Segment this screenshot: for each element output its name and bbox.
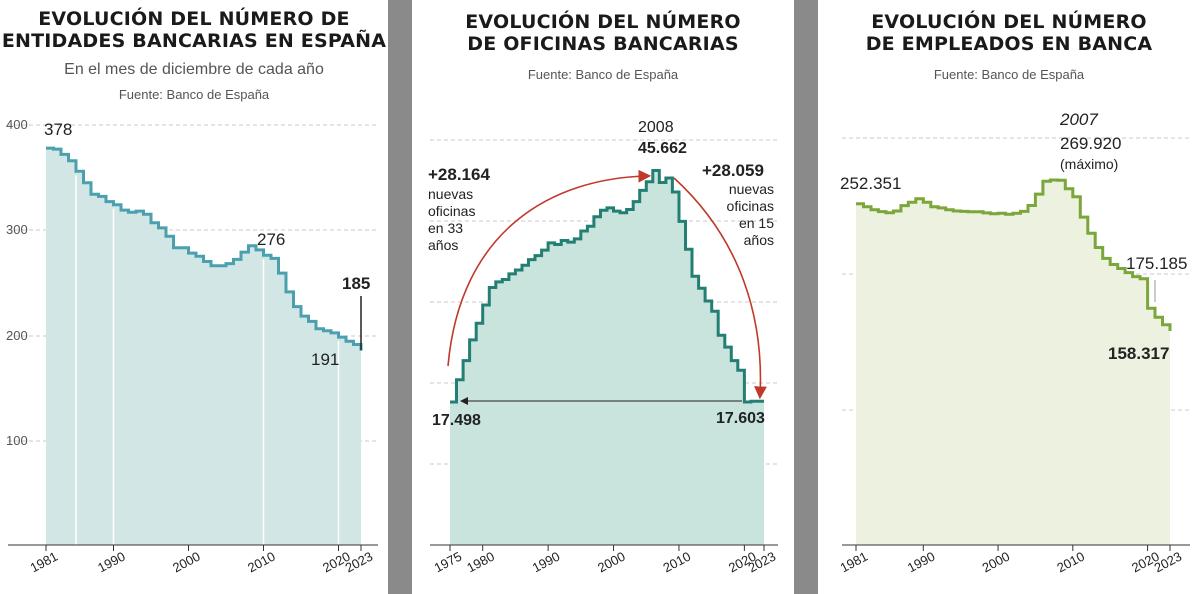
text-line: años [428, 237, 459, 253]
text-line: nuevas [728, 181, 774, 197]
label-value-175185: 175.185 [1126, 254, 1188, 273]
label-peak-value: 269.920 [1060, 134, 1122, 153]
text-line: años [743, 232, 774, 248]
y-tick-300: 300 [6, 222, 28, 237]
text-line: en 33 [428, 220, 464, 236]
label-value-191: 191 [311, 350, 340, 369]
text-line: oficinas [726, 198, 774, 214]
chart-source: Fuente: Banco de España [933, 67, 1085, 82]
x-tick-label: 2010 [245, 549, 278, 576]
label-value-158317: 158.317 [1108, 344, 1170, 363]
title-line-2: DE OFICINAS BANCARIAS [467, 33, 739, 55]
series-line [856, 178, 1172, 331]
label-increase-value: +28.164 [428, 165, 490, 184]
x-tick-label: 1990 [95, 549, 128, 576]
label-decrease-value: +28.059 [702, 161, 764, 180]
label-decrease-text: nuevas oficinas en 15 años [727, 181, 774, 249]
x-tick-label: 2010 [661, 549, 694, 576]
x-tick-label: 1990 [530, 549, 563, 576]
x-tick-label: 1980 [464, 549, 497, 576]
series-line [46, 146, 363, 351]
label-start-value: 17.498 [432, 412, 481, 429]
label-end-value: 17.603 [716, 410, 765, 427]
label-increase-text: nuevas oficinas en 33 años [428, 186, 475, 254]
y-tick-labels: 400 300 200 100 [6, 117, 28, 448]
label-value-252351: 252.351 [840, 174, 902, 193]
x-tick-label: 2000 [980, 549, 1013, 576]
chart-title: EVOLUCIÓN DEL NÚMERO DE ENTIDADES BANCAR… [0, 8, 388, 52]
area-fill [46, 148, 361, 545]
title-line-1: EVOLUCIÓN DEL NÚMERO [465, 11, 741, 33]
title-line-2: DE EMPLEADOS EN BANCA [865, 33, 1153, 55]
x-tick-label: 2010 [1054, 549, 1087, 576]
text-line: nuevas [428, 186, 474, 202]
label-peak-value: 45.662 [638, 140, 687, 157]
panel-entidades: EVOLUCIÓN DEL NÚMERO DE ENTIDADES BANCAR… [0, 0, 388, 594]
arrow-decrease [673, 177, 767, 400]
chart-title: EVOLUCIÓN DEL NÚMERO DE EMPLEADOS EN BAN… [818, 11, 1200, 55]
chart-title: EVOLUCIÓN DEL NÚMERO DE OFICINAS BANCARI… [412, 11, 794, 55]
area-fill [856, 180, 1170, 545]
x-tick-label: 1975 [432, 549, 465, 576]
series-line [450, 169, 764, 404]
label-peak-note: (máximo) [1060, 156, 1119, 172]
decade-lines [75, 175, 340, 545]
y-tick-200: 200 [6, 328, 28, 343]
label-peak-year: 2007 [1060, 110, 1098, 129]
label-value-378: 378 [44, 120, 73, 139]
chart-source: Fuente: Banco de España [118, 87, 270, 102]
text-line: oficinas [428, 203, 476, 219]
x-tick-label: 1981 [838, 549, 871, 576]
title-line-2: ENTIDADES BANCARIAS EN ESPAÑA [1, 30, 387, 52]
panel-empleados: EVOLUCIÓN DEL NÚMERO DE EMPLEADOS EN BAN… [818, 0, 1200, 594]
arrow-increase [447, 169, 652, 367]
x-tick-label: 2000 [595, 549, 628, 576]
x-tick-label: 1990 [905, 549, 938, 576]
chart-subtitle: En el mes de diciembre de cada año [64, 61, 324, 78]
title-line-1: EVOLUCIÓN DEL NÚMERO DE [38, 8, 350, 30]
label-value-276: 276 [257, 230, 286, 249]
label-peak-year: 2008 [638, 119, 674, 136]
title-line-1: EVOLUCIÓN DEL NÚMERO [871, 11, 1147, 33]
x-tick-label: 2000 [170, 549, 203, 576]
y-tick-100: 100 [6, 433, 28, 448]
panel-oficinas: EVOLUCIÓN DEL NÚMERO DE OFICINAS BANCARI… [412, 0, 794, 594]
chart-source: Fuente: Banco de España [527, 67, 679, 82]
y-tick-400: 400 [6, 117, 28, 132]
text-line: en 15 [738, 215, 774, 231]
label-value-185: 185 [342, 274, 371, 293]
x-tick-label: 1981 [28, 549, 61, 576]
